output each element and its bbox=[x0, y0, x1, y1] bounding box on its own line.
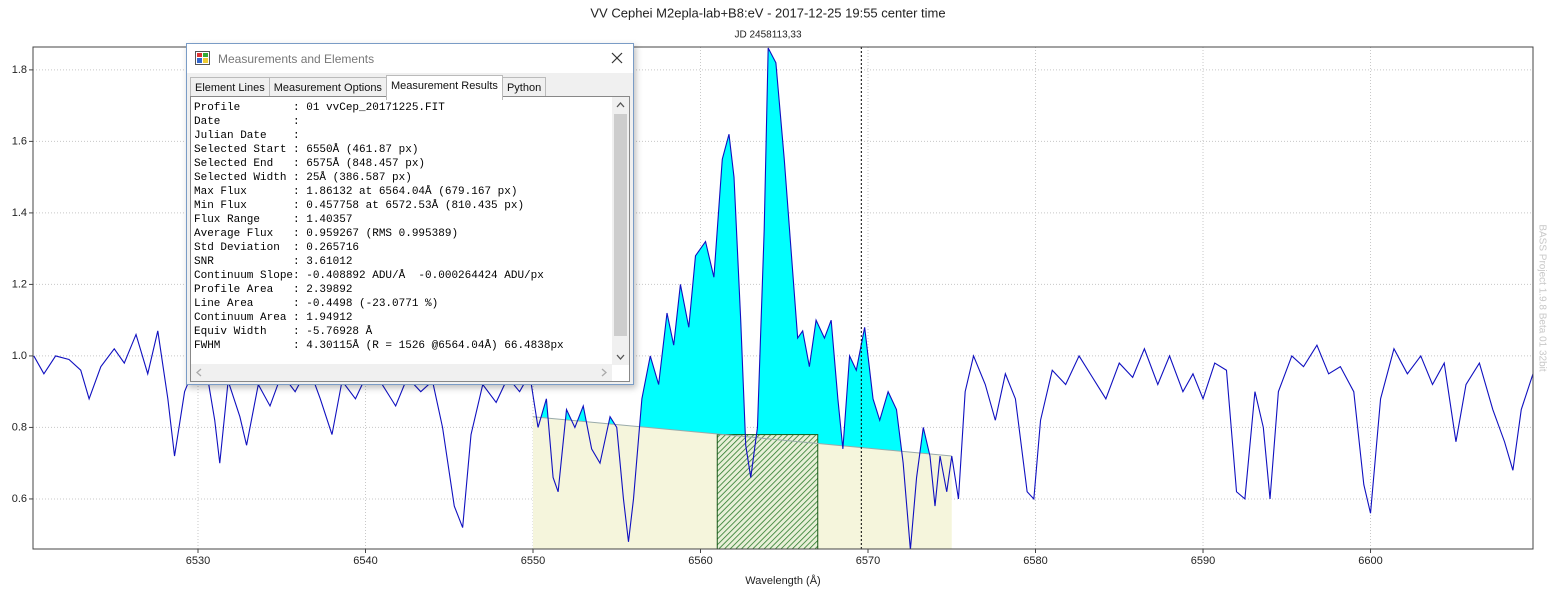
x-tick-label: 6550 bbox=[521, 555, 545, 567]
y-tick-label: 1.0 bbox=[12, 350, 27, 362]
result-line: Continuum Area : 1.94912 bbox=[194, 312, 353, 324]
result-line: Selected Width : 25Å (386.587 px) bbox=[194, 172, 412, 184]
x-axis-label: Wavelength (Å) bbox=[745, 574, 820, 587]
tab[interactable]: Element Lines bbox=[190, 77, 270, 99]
line-area bbox=[533, 47, 952, 457]
result-line: FWHM : 4.30115Å (R = 1526 @6564.04Å) 66.… bbox=[194, 340, 564, 352]
result-line: Date : bbox=[194, 116, 300, 128]
result-line: Julian Date : bbox=[194, 130, 300, 142]
tab[interactable]: Measurement Options bbox=[268, 77, 387, 99]
results-textbox: Profile : 01 vvCep_20171225.FIT Date : Jul… bbox=[190, 96, 630, 382]
result-line: Min Flux : 0.457758 at 6572.53Å (810.435… bbox=[194, 200, 525, 212]
x-tick-label: 6540 bbox=[353, 555, 377, 567]
result-line: Flux Range : 1.40357 bbox=[194, 214, 353, 226]
result-line: Line Area : -0.4498 (-23.0771 %) bbox=[194, 298, 439, 310]
y-tick-label: 1.6 bbox=[12, 135, 27, 147]
y-tick-label: 0.8 bbox=[12, 421, 27, 433]
y-tick-label: 1.8 bbox=[12, 64, 27, 76]
vertical-scrollbar[interactable] bbox=[612, 97, 629, 365]
result-line: Selected Start : 6550Å (461.87 px) bbox=[194, 144, 419, 156]
x-tick-label: 6570 bbox=[856, 555, 880, 567]
x-tick-label: 6560 bbox=[688, 555, 712, 567]
y-tick-label: 1.4 bbox=[12, 207, 27, 219]
result-line: Max Flux : 1.86132 at 6564.04Å (679.167 … bbox=[194, 186, 518, 198]
line-area-group bbox=[533, 47, 952, 457]
dialog-titlebar: Measurements and Elements bbox=[187, 44, 633, 73]
y-tick-label: 1.2 bbox=[12, 278, 27, 290]
hatched-region bbox=[716, 434, 819, 549]
dialog: Measurements and Elements Element Lines M… bbox=[186, 43, 634, 385]
scroll-thumb[interactable] bbox=[614, 114, 627, 336]
x-tick-label: 6590 bbox=[1191, 555, 1215, 567]
chart-subtitle: JD 2458113,33 bbox=[734, 30, 802, 41]
result-line: Equiv Width : -5.76928 Å bbox=[194, 326, 373, 338]
scroll-up[interactable] bbox=[612, 97, 629, 114]
result-line: Std Deviation : 0.265716 bbox=[194, 242, 360, 254]
tab-bar: Element Lines Measurement Options Measurem… bbox=[190, 75, 547, 100]
scroll-down[interactable] bbox=[612, 348, 629, 365]
plot-area bbox=[33, 47, 1533, 549]
results-text: Profile : 01 vvCep_20171225.FIT Date : Jul… bbox=[194, 101, 564, 353]
result-line: Average Flux : 0.959267 (RMS 0.995389) bbox=[194, 228, 459, 240]
tab[interactable]: Python bbox=[501, 77, 547, 99]
tab[interactable]: Measurement Results bbox=[385, 75, 503, 100]
scroll-left[interactable] bbox=[191, 364, 208, 381]
close-button[interactable] bbox=[611, 52, 623, 64]
result-line: Selected End : 6575Å (848.457 px) bbox=[194, 158, 426, 170]
result-line: Profile : 01 vvCep_20171225.FIT bbox=[194, 102, 445, 114]
x-tick-label: 6530 bbox=[186, 555, 210, 567]
continuum-line bbox=[532, 416, 952, 457]
horizontal-scrollbar[interactable] bbox=[191, 364, 612, 381]
result-line: SNR : 3.61012 bbox=[194, 256, 353, 268]
watermark: BASS Project 1.9.8 Beta 01 32bit bbox=[1536, 224, 1547, 372]
plot-frame bbox=[32, 46, 1534, 550]
chart-title: VV Cephei M2epla-lab+B8:eV - 2017-12-25 … bbox=[590, 5, 945, 20]
result-line: Profile Area : 2.39892 bbox=[194, 284, 353, 296]
dialog-title: Measurements and Elements bbox=[218, 52, 375, 66]
dialog-icon bbox=[195, 51, 210, 65]
x-tick-label: 6580 bbox=[1023, 555, 1047, 567]
y-tick-label: 0.6 bbox=[12, 493, 27, 505]
result-line: Continuum Slope: -0.408892 ADU/Å -0.0002… bbox=[194, 270, 544, 282]
x-tick-label: 6600 bbox=[1358, 555, 1382, 567]
scroll-right[interactable] bbox=[595, 364, 612, 381]
